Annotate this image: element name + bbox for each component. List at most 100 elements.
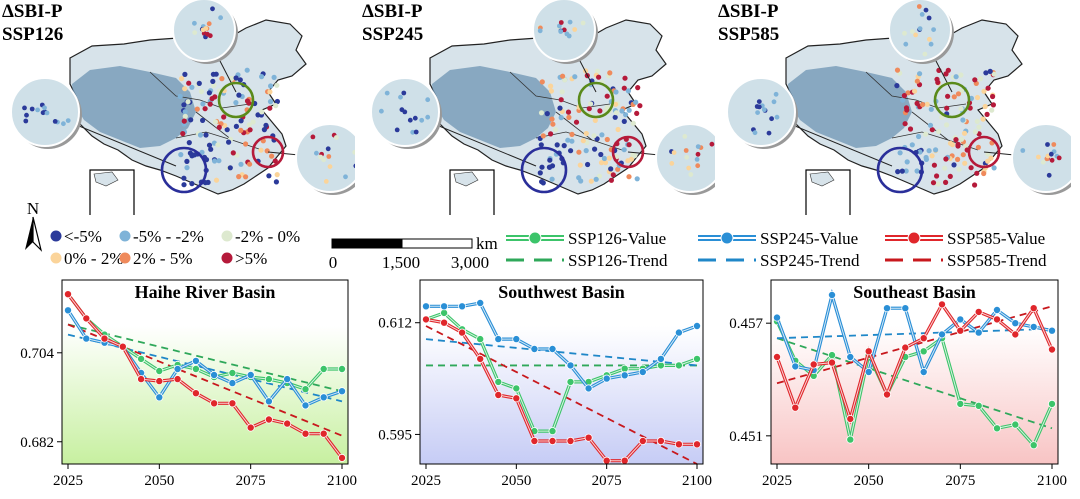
station-dot	[233, 100, 239, 106]
x-tick-label: 2100	[327, 473, 357, 489]
station-dot	[273, 103, 279, 109]
station-dot	[990, 93, 996, 100]
station-dot	[602, 160, 609, 166]
station-dot	[230, 150, 236, 156]
zoom-dot	[318, 154, 323, 160]
zoom-dot	[686, 165, 692, 171]
point-ssp585	[118, 342, 127, 351]
zoom-dot	[1020, 148, 1026, 153]
point-ssp585	[283, 419, 292, 428]
point-ssp126	[512, 384, 521, 393]
point-ssp245	[530, 345, 539, 354]
point-ssp245	[82, 334, 91, 343]
station-dot	[274, 82, 280, 88]
point-ssp585	[210, 399, 219, 408]
zoom-dot	[910, 29, 915, 34]
x-tick-label: 2075	[236, 473, 266, 489]
zoom-dot	[61, 121, 66, 127]
trend-line-ssp126	[776, 337, 1053, 430]
point-ssp585	[458, 328, 467, 337]
point-ssp245	[656, 354, 665, 363]
zoom-dot	[769, 116, 774, 122]
station-dot	[934, 173, 940, 179]
station-dot	[978, 76, 984, 82]
station-dot	[538, 110, 545, 116]
zoom-dot	[425, 114, 431, 120]
value-legend-label: SSP245-Value	[760, 229, 858, 248]
station-dot	[267, 105, 273, 111]
station-dot	[247, 161, 253, 167]
zoom-dot	[413, 129, 419, 135]
station-dot	[963, 143, 969, 149]
station-dot	[573, 119, 580, 125]
zoom-dot	[567, 19, 573, 25]
y-tick-label: 0.457	[729, 316, 763, 332]
station-dot	[221, 114, 227, 120]
zoom-dot	[326, 154, 332, 159]
station-dot	[942, 165, 948, 171]
station-dot	[210, 71, 216, 77]
station-dot	[622, 75, 628, 81]
point-ssp126	[974, 401, 983, 410]
station-dot	[944, 122, 950, 128]
point-ssp126	[155, 367, 164, 376]
zoom-inset	[295, 123, 355, 193]
station-dot	[212, 158, 218, 164]
point-ssp126	[1011, 420, 1020, 429]
station-dot	[250, 119, 256, 125]
point-ssp585	[173, 375, 182, 384]
point-ssp245	[337, 387, 346, 396]
station-dot	[561, 143, 567, 149]
station-dot	[612, 114, 618, 120]
station-dot	[960, 117, 966, 123]
zoom-dot	[23, 118, 29, 124]
station-dot	[615, 166, 621, 172]
point-ssp245	[64, 306, 72, 315]
station-dot	[593, 176, 599, 182]
station-dot	[196, 80, 202, 86]
class-swatch	[119, 252, 131, 264]
station-dot	[549, 116, 555, 122]
map-panel-1: ΔSBI-P SSP126	[0, 0, 355, 215]
zoom-dot	[572, 27, 578, 32]
point-ssp585	[656, 436, 665, 445]
station-dot	[931, 162, 937, 168]
point-ssp245	[283, 375, 292, 384]
point-ssp585	[301, 429, 310, 438]
point-ssp126	[494, 377, 503, 386]
point-ssp585	[773, 353, 781, 362]
y-tick-label: 0.682	[20, 435, 54, 451]
zoom-dot	[1046, 172, 1052, 178]
station-dot	[205, 179, 211, 185]
station-dot	[243, 141, 249, 147]
value-legend-label: SSP126-Value	[568, 229, 666, 248]
y-tick-label: 0.704	[20, 346, 54, 362]
station-dot	[210, 78, 216, 84]
plot-frame	[419, 279, 704, 465]
station-dot	[238, 118, 244, 124]
point-ssp245	[901, 304, 910, 313]
station-dot	[943, 179, 949, 185]
point-ssp585	[440, 318, 449, 327]
station-dot	[558, 115, 564, 121]
station-dot	[216, 124, 222, 130]
plot-frame	[61, 279, 349, 465]
zoom-dot	[65, 118, 71, 123]
zoom-dot	[325, 146, 331, 152]
station-dot	[955, 143, 961, 149]
point-ssp245	[584, 384, 593, 393]
station-dot	[929, 153, 935, 159]
station-dot	[267, 99, 274, 105]
point-ssp245	[458, 302, 467, 311]
zoom-dot	[709, 141, 715, 147]
scale-tick-2: 3,000	[451, 253, 489, 272]
point-ssp245	[301, 401, 310, 410]
trend-legend-label: SSP245-Trend	[760, 251, 860, 270]
zoom-dot	[684, 154, 690, 160]
station-dot	[974, 94, 981, 101]
southeast-ring	[251, 135, 285, 169]
point-ssp585	[1011, 330, 1020, 339]
station-dot	[634, 110, 640, 116]
zoom-dot	[557, 23, 562, 29]
value-swatch-marker	[528, 231, 542, 245]
